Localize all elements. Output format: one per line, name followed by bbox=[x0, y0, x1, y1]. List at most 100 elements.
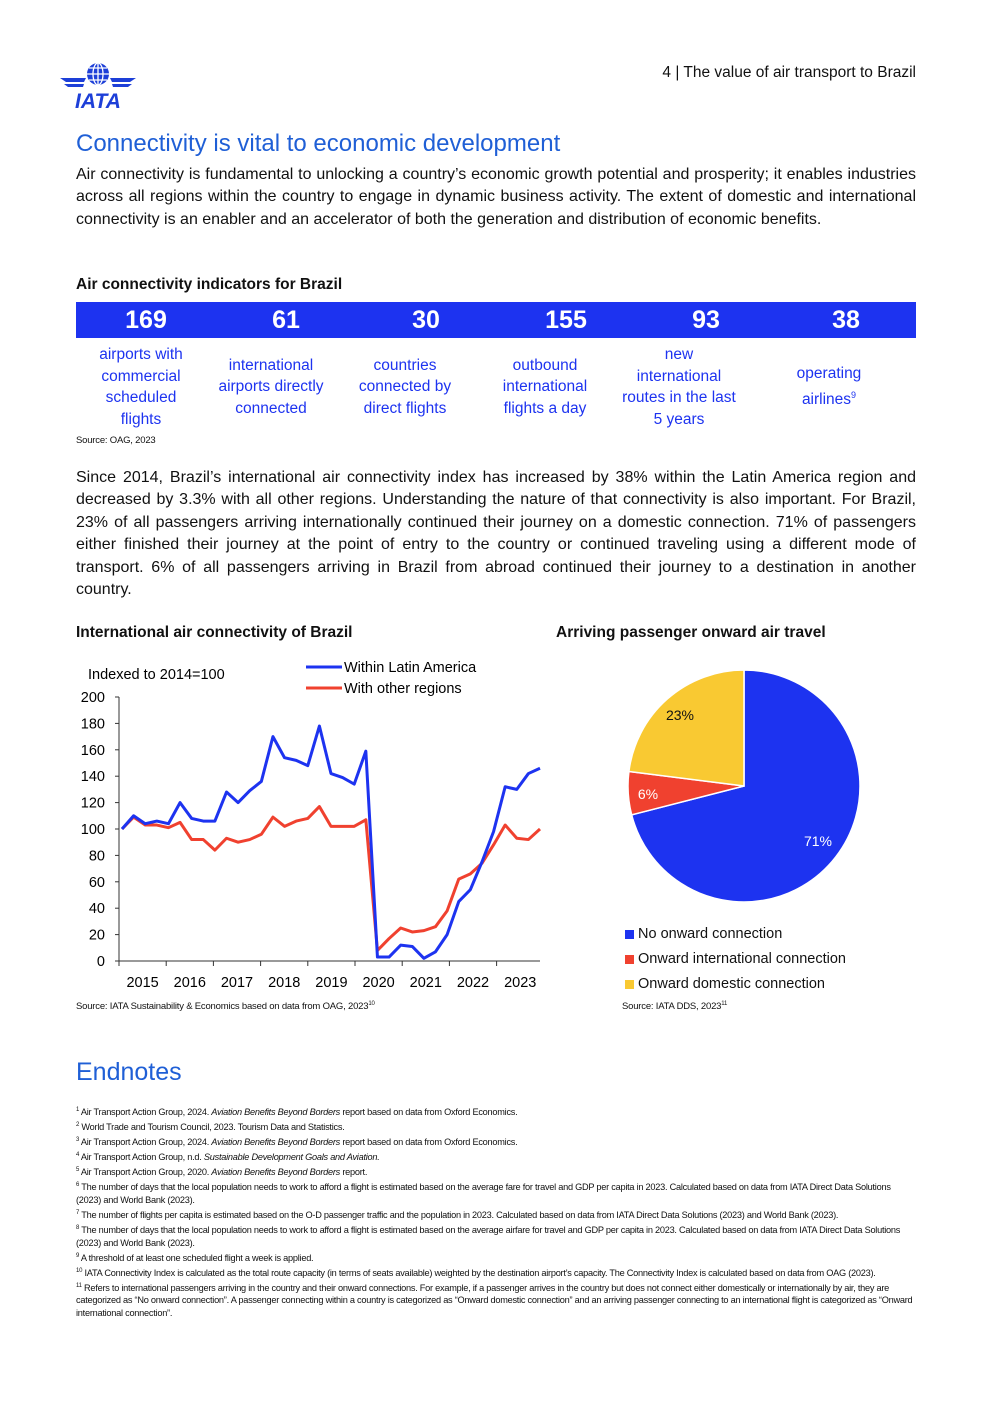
endnote-italic: Aviation Benefits Beyond Borders bbox=[211, 1137, 341, 1147]
stat-value: 30 bbox=[412, 306, 440, 334]
line-chart-title: International air connectivity of Brazil bbox=[76, 624, 353, 641]
pie-legend-item: Onward domestic connection bbox=[625, 976, 825, 992]
x-tick-label: 2021 bbox=[410, 975, 442, 991]
stat-value: 38 bbox=[832, 306, 860, 334]
legend-swatch bbox=[625, 979, 634, 989]
endnote-italic: Aviation Benefits Beyond Borders bbox=[211, 1107, 341, 1118]
intro-paragraph: Air connectivity is fundamental to unloc… bbox=[76, 166, 916, 228]
series-line-within-latin-america bbox=[120, 724, 541, 960]
y-tick-label: 80 bbox=[89, 848, 105, 864]
footnote-ref: 11 bbox=[721, 1001, 728, 1007]
endnote-item: 7 The number of flights per capita is es… bbox=[76, 1207, 918, 1222]
stat-value: 155 bbox=[545, 306, 587, 334]
x-tick-label: 2017 bbox=[221, 975, 253, 991]
legend-swatch bbox=[625, 954, 634, 964]
stat-label: international airports directly connecte… bbox=[218, 356, 324, 417]
endnote-text: Air Transport Action Group, n.d. bbox=[80, 1151, 204, 1162]
x-tick-label: 2022 bbox=[457, 975, 489, 991]
endnote-number: 7 bbox=[76, 1209, 80, 1216]
endnote-item: 4 Air Transport Action Group, n.d. Susta… bbox=[76, 1149, 918, 1164]
endnote-number: 10 bbox=[76, 1267, 83, 1274]
endnote-text: Air Transport Action Group, 2024. bbox=[80, 1107, 212, 1118]
y-tick-label: 180 bbox=[81, 716, 105, 732]
legend-label: With other regions bbox=[344, 681, 462, 697]
y-tick-label: 40 bbox=[89, 901, 105, 917]
endnote-text: report. bbox=[340, 1166, 368, 1177]
stat-label: countries connected by direct flights bbox=[358, 356, 452, 417]
endnote-text: The number of flights per capita is esti… bbox=[81, 1209, 839, 1220]
endnote-text: report based on data from Oxford Economi… bbox=[340, 1107, 518, 1118]
header-title: 4 | The value of air transport to Brazil bbox=[662, 64, 916, 81]
slice-label: 6% bbox=[638, 786, 658, 802]
endnote-number: 11 bbox=[76, 1282, 82, 1289]
x-tick-label: 2019 bbox=[315, 975, 347, 991]
endnote-item: 5 Air Transport Action Group, 2020. Avia… bbox=[76, 1164, 918, 1179]
legend-swatch bbox=[625, 929, 634, 939]
endnote-number: 5 bbox=[76, 1166, 80, 1173]
indicator-labels: airports with commercial scheduled fligh… bbox=[76, 342, 916, 432]
endnotes-list: 1 Air Transport Action Group, 2024. Avia… bbox=[76, 1104, 918, 1320]
endnote-number: 4 bbox=[76, 1151, 80, 1158]
section-title: Connectivity is vital to economic develo… bbox=[76, 130, 561, 157]
endnote-number: 2 bbox=[76, 1121, 80, 1128]
logo-text: IATA bbox=[75, 90, 121, 112]
y-tick-label: 140 bbox=[81, 769, 105, 785]
endnote-text: World Trade and Tourism Council, 2023. T… bbox=[81, 1122, 345, 1133]
legend-label: Onward international connection bbox=[638, 951, 846, 967]
y-tick-label: 160 bbox=[81, 743, 105, 759]
pie-legend-item: No onward connection bbox=[625, 926, 782, 942]
x-tick-label: 2020 bbox=[362, 975, 394, 991]
pie-chart-source: Source: IATA DDS, 202311 bbox=[622, 1001, 727, 1012]
line-chart-source: Source: IATA Sustainability & Economics … bbox=[76, 1001, 375, 1012]
footnote-ref: 9 bbox=[851, 389, 857, 400]
stat-label: airports with commercial scheduled fligh… bbox=[99, 346, 183, 428]
legend-label: Within Latin America bbox=[344, 660, 477, 676]
endnote-number: 9 bbox=[76, 1252, 80, 1259]
endnote-text: report based on data from Oxford Economi… bbox=[340, 1137, 518, 1147]
stat-label: outbound international flights a day bbox=[502, 356, 588, 417]
y-tick-label: 200 bbox=[81, 690, 105, 706]
y-tick-label: 0 bbox=[97, 954, 105, 970]
endnote-number: 1 bbox=[76, 1107, 80, 1113]
pie-slice-no-onward-connection bbox=[630, 669, 861, 903]
endnote-text: IATA Connectivity Index is calculated as… bbox=[84, 1267, 876, 1278]
endnote-item: 3 Air Transport Action Group, 2024. Avia… bbox=[76, 1134, 918, 1149]
stat-label: new international routes in the last 5 y… bbox=[622, 346, 736, 428]
y-tick-label: 120 bbox=[81, 796, 105, 812]
line-chart: Indexed to 2014=100 0 20 40 60 80 100 120 140 16… bbox=[81, 660, 542, 991]
endnote-item: 6 The number of days that the local popu… bbox=[76, 1179, 918, 1207]
endnote-number: 8 bbox=[76, 1224, 80, 1231]
y-axis-label: Indexed to 2014=100 bbox=[88, 667, 225, 683]
endnote-item: 1 Air Transport Action Group, 2024. Avia… bbox=[76, 1104, 918, 1119]
endnote-number: 3 bbox=[76, 1136, 80, 1143]
slice-label: 23% bbox=[666, 707, 694, 723]
y-tick-label: 100 bbox=[81, 822, 105, 838]
endnote-item: 10 IATA Connectivity Index is calculated… bbox=[76, 1265, 918, 1280]
pie-chart-title: Arriving passenger onward air travel bbox=[556, 624, 826, 641]
x-tick-label: 2018 bbox=[268, 975, 300, 991]
x-tick-label: 2023 bbox=[504, 975, 536, 991]
series-line-with-other-regions bbox=[120, 805, 542, 952]
endnote-text: A threshold of at least one scheduled fl… bbox=[80, 1252, 314, 1263]
source-text: Source: IATA DDS, 2023 bbox=[622, 1001, 722, 1013]
stat-value: 61 bbox=[272, 306, 300, 334]
endnote-italic: Aviation Benefits Beyond Borders bbox=[211, 1166, 341, 1177]
indicators-title: Air connectivity indicators for Brazil bbox=[76, 276, 343, 293]
legend-label: No onward connection bbox=[638, 926, 783, 942]
endnote-italic: Sustainable Development Goals and Aviati… bbox=[203, 1151, 380, 1162]
endnote-item: 9 A threshold of at least one scheduled … bbox=[76, 1250, 918, 1265]
endnote-item: 11 Refers to international passengers ar… bbox=[76, 1280, 918, 1321]
source-text: Source: IATA Sustainability & Economics … bbox=[76, 1001, 369, 1013]
pie-legend-item: Onward international connection bbox=[625, 951, 846, 967]
endnote-item: 2 World Trade and Tourism Council, 2023.… bbox=[76, 1119, 918, 1134]
y-tick-label: 20 bbox=[89, 928, 105, 944]
x-tick-label: 2015 bbox=[126, 975, 158, 991]
pie-slice-onward-domestic-connection bbox=[628, 669, 745, 787]
iata-logo: IATA bbox=[60, 62, 136, 112]
stat-label: operating airlines bbox=[796, 365, 862, 409]
endnote-text: Air Transport Action Group, 2020. bbox=[80, 1166, 212, 1177]
footnote-ref: 10 bbox=[368, 1001, 375, 1007]
body-paragraph: Since 2014, Brazil’s international air c… bbox=[76, 469, 916, 599]
y-tick-label: 60 bbox=[89, 875, 105, 891]
legend-label: Onward domestic connection bbox=[638, 976, 825, 992]
